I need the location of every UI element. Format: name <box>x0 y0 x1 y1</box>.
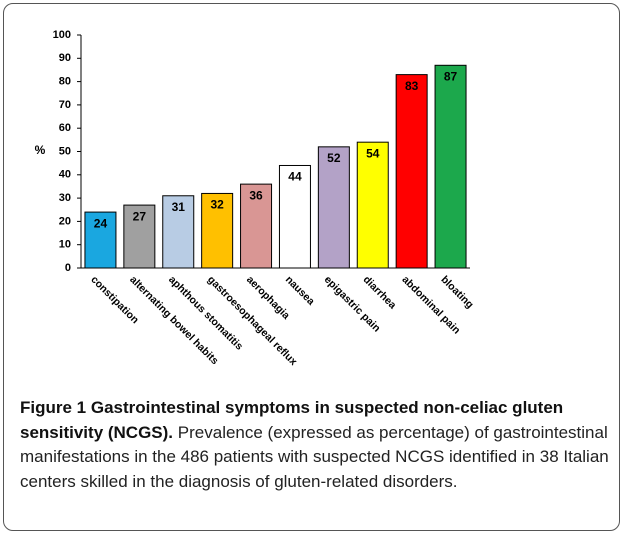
value-label: 54 <box>366 146 380 160</box>
chart: % 0102030405060708090100constipation24al… <box>35 29 476 368</box>
y-tick-label: 60 <box>59 122 71 134</box>
y-tick-label: 50 <box>59 145 71 157</box>
value-label: 44 <box>288 170 302 184</box>
x-tick-label: bloating <box>438 274 475 311</box>
y-tick-label: 40 <box>59 169 71 181</box>
bar <box>123 204 156 269</box>
bar <box>278 164 311 269</box>
value-label: 52 <box>327 151 341 165</box>
y-tick-label: 0 <box>65 262 71 274</box>
y-tick-label: 100 <box>53 29 71 41</box>
bar <box>162 195 195 269</box>
y-tick-label: 70 <box>59 99 71 111</box>
x-tick-label: diarrhea <box>361 274 399 312</box>
bar <box>84 211 117 269</box>
y-tick-label: 80 <box>59 76 71 88</box>
y-tick-label: 30 <box>59 192 71 204</box>
bar <box>356 141 389 269</box>
value-label: 36 <box>249 188 263 202</box>
y-tick-label: 20 <box>59 215 71 227</box>
value-label: 83 <box>405 79 419 93</box>
figure-frame <box>3 3 620 531</box>
y-axis-label: % <box>35 143 46 157</box>
value-label: 27 <box>133 209 147 223</box>
x-tick-label: aphthous stomatitis <box>166 274 245 353</box>
bar <box>201 192 234 269</box>
value-label: 24 <box>94 216 108 230</box>
value-label: 87 <box>444 69 458 83</box>
bar <box>434 64 467 269</box>
x-tick-label: nausea <box>283 274 317 308</box>
value-label: 32 <box>210 198 224 212</box>
y-tick-label: 90 <box>59 52 71 64</box>
bar <box>395 74 428 269</box>
value-label: 31 <box>172 200 186 214</box>
caption: Figure 1 Gastrointestinal symptoms in su… <box>20 396 612 494</box>
caption-text: Prevalence (expressed as percentage) of … <box>20 422 609 491</box>
caption-title: Figure 1 Gastrointestinal symptoms in su… <box>20 398 564 442</box>
bar <box>317 146 350 269</box>
bar <box>240 183 273 269</box>
y-tick-label: 10 <box>59 239 71 251</box>
